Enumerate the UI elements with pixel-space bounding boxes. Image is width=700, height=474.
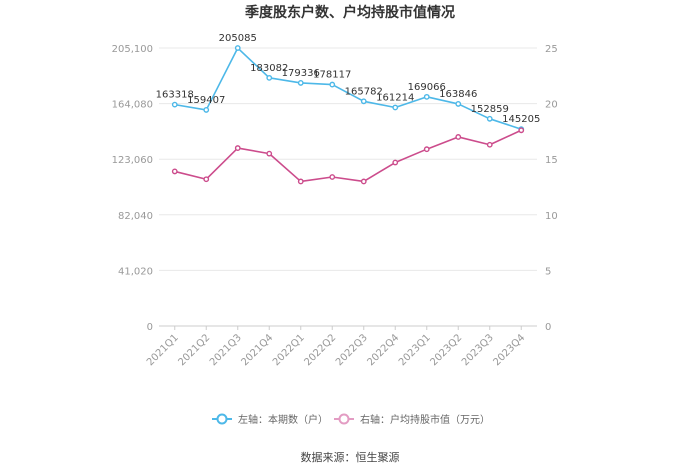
data-label: 169066	[408, 82, 446, 93]
x-tick-label: 2023Q2	[429, 332, 465, 368]
data-label: 165782	[345, 86, 383, 97]
series-point-right	[392, 159, 399, 166]
series-lines	[171, 45, 525, 185]
legend-item-left[interactable]: 左轴：本期数（户）	[212, 413, 328, 426]
series-line-right	[174, 129, 522, 183]
left-tick-label: 164,080	[112, 100, 153, 111]
series-point-left	[423, 93, 430, 100]
series-point-left	[266, 74, 273, 81]
series-point-right	[360, 178, 367, 185]
series-point-left	[203, 107, 210, 113]
legend-label-left: 左轴：本期数（户）	[238, 413, 328, 426]
series-point-right	[171, 168, 178, 175]
right-tick-label: 15	[545, 155, 558, 166]
left-tick-label: 123,060	[112, 155, 153, 166]
left-tick-label: 41,020	[118, 266, 153, 277]
data-label: 163318	[156, 90, 194, 101]
data-label: 205085	[219, 33, 257, 44]
data-label: 183082	[250, 63, 288, 74]
data-label: 163846	[439, 89, 477, 100]
series-point-left	[234, 45, 241, 51]
series-point-right	[518, 127, 525, 134]
data-label: 152859	[471, 104, 509, 115]
series-point-left	[392, 104, 399, 111]
data-label: 179336	[282, 68, 320, 79]
data-label: 178117	[313, 70, 351, 81]
data-label: 145205	[502, 114, 540, 125]
chart-title: 季度股东户数、户均持股市值情况	[244, 4, 455, 21]
series-point-right	[423, 146, 430, 153]
series-point-right	[297, 178, 304, 185]
right-tick-label: 0	[545, 322, 551, 333]
right-tick-label: 20	[545, 100, 558, 111]
series-point-right	[486, 141, 493, 148]
data-label: 161214	[376, 92, 414, 103]
x-tick-label: 2022Q3	[334, 332, 370, 368]
series-point-right	[455, 134, 462, 140]
legend-item-right[interactable]: 右轴：户均持股市值（万元）	[334, 413, 490, 426]
data-label: 159407	[187, 95, 225, 106]
x-tick-label: 2023Q1	[397, 332, 433, 368]
source-text: 数据来源：恒生聚源	[301, 450, 400, 464]
x-tick-label: 2021Q3	[208, 332, 244, 368]
x-tick-label: 2023Q3	[460, 332, 496, 368]
x-tick-label: 2022Q1	[271, 332, 307, 368]
left-tick-label: 0	[147, 322, 153, 333]
legend[interactable]: 左轴：本期数（户） 右轴：户均持股市值（万元）	[212, 413, 490, 426]
legend-label-right: 右轴：户均持股市值（万元）	[360, 413, 490, 426]
x-tick-label: 2022Q2	[303, 332, 339, 368]
left-tick-label: 82,040	[118, 211, 153, 222]
series-point-right	[203, 176, 210, 183]
series-point-left	[297, 80, 304, 86]
series-point-left	[171, 101, 178, 108]
series-line-left	[174, 47, 522, 130]
x-tick-label: 2023Q4	[492, 332, 528, 368]
series-point-right	[329, 174, 336, 180]
right-axis-ticks: 0 5 10 15 20 25	[545, 44, 558, 333]
legend-marker-left	[216, 413, 228, 425]
x-tick-label: 2021Q2	[177, 332, 213, 368]
right-tick-label: 5	[545, 266, 551, 277]
series-point-left	[360, 98, 367, 105]
left-tick-label: 205,100	[112, 44, 153, 55]
x-tick-label: 2021Q4	[240, 332, 276, 368]
grid-lines	[159, 47, 537, 327]
right-tick-label: 25	[545, 44, 558, 55]
x-axis-ticks: 2021Q12021Q22021Q32021Q42022Q12022Q22022…	[145, 326, 527, 368]
left-axis-ticks: 0 41,020 82,040 123,060 164,080 205,100	[112, 44, 153, 333]
x-tick-label: 2022Q4	[366, 332, 402, 368]
right-tick-label: 10	[545, 211, 558, 222]
series-point-right	[234, 145, 241, 151]
series-point-right	[266, 150, 273, 157]
x-tick-label: 2021Q1	[145, 332, 181, 368]
series-point-left	[486, 115, 493, 122]
series-point-left	[329, 81, 336, 88]
legend-marker-right	[338, 413, 350, 425]
series-point-left	[455, 101, 462, 107]
